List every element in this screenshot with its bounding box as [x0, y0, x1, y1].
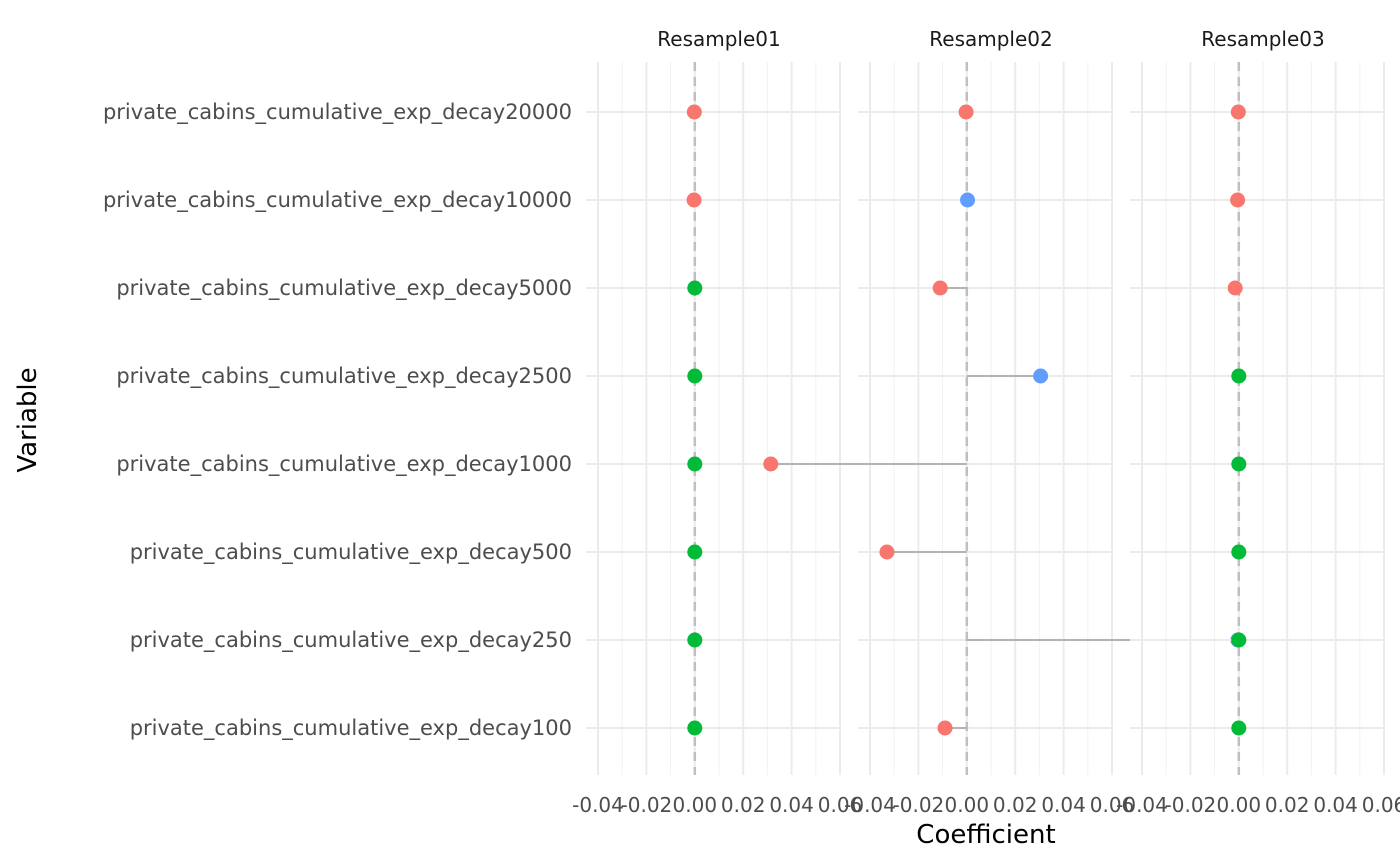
- data-point: [1227, 280, 1243, 296]
- x-tick-label: 0.02: [1265, 793, 1310, 817]
- facet-strip-label: Resample03: [1201, 27, 1324, 51]
- data-point: [1231, 720, 1247, 736]
- facet-panels: Resample01-0.04-0.02 0.00 0.02 0.04 0.06Resa…: [572, 27, 1400, 817]
- facet-strip-label: Resample02: [929, 27, 1052, 51]
- data-point: [1231, 544, 1247, 560]
- x-tick-label: 0.02: [993, 793, 1038, 817]
- y-axis-category-labels: private_cabins_cumulative_exp_decay20000…: [103, 100, 572, 741]
- x-tick-label: 0.04: [769, 793, 814, 817]
- x-tick-label: -0.02: [1165, 793, 1217, 817]
- x-tick-label: -0.04: [844, 793, 896, 817]
- data-point: [687, 280, 703, 296]
- data-point: [960, 192, 976, 208]
- x-tick-label: -0.02: [893, 793, 945, 817]
- x-tick-label: -0.04: [572, 793, 624, 817]
- data-point: [686, 192, 702, 208]
- y-tick-label: private_cabins_cumulative_exp_decay2500: [116, 364, 572, 389]
- data-point: [687, 368, 703, 384]
- x-tick-label: 0.00: [673, 793, 718, 817]
- x-tick-label: 0.06: [818, 793, 863, 817]
- data-point: [1231, 368, 1247, 384]
- y-tick-label: private_cabins_cumulative_exp_decay20000: [103, 100, 572, 125]
- facet-strip-label: Resample01: [657, 27, 780, 51]
- data-point: [932, 280, 948, 296]
- y-tick-label: private_cabins_cumulative_exp_decay250: [130, 628, 572, 653]
- data-point: [687, 632, 703, 648]
- data-point: [1231, 632, 1247, 648]
- y-axis-title: Variable: [13, 367, 43, 472]
- y-tick-label: private_cabins_cumulative_exp_decay500: [130, 540, 572, 565]
- x-tick-label: -0.02: [621, 793, 673, 817]
- y-tick-label: private_cabins_cumulative_exp_decay100: [130, 716, 572, 741]
- data-point: [1033, 368, 1049, 384]
- x-tick-label: 0.06: [1090, 793, 1135, 817]
- data-point: [1231, 456, 1247, 472]
- data-point: [1230, 104, 1246, 120]
- data-point: [958, 104, 974, 120]
- x-tick-label: 0.00: [945, 793, 990, 817]
- data-point: [879, 544, 895, 560]
- x-tick-label: 0.02: [721, 793, 766, 817]
- x-tick-label: 0.04: [1313, 793, 1358, 817]
- facet-panel: Resample03 -0.04-0.02 0.00 0.02 0.04 0.06: [1116, 27, 1400, 817]
- data-point: [763, 456, 779, 472]
- data-point: [687, 544, 703, 560]
- data-point: [687, 720, 703, 736]
- y-tick-label: private_cabins_cumulative_exp_decay10000: [103, 188, 572, 213]
- data-point: [686, 104, 702, 120]
- data-point: [937, 720, 953, 736]
- x-tick-label: 0.00: [1217, 793, 1262, 817]
- facet-panel: Resample02-0.04-0.02 0.00 0.02 0.04 0.06: [763, 27, 1246, 817]
- y-tick-label: private_cabins_cumulative_exp_decay1000: [116, 452, 572, 477]
- x-tick-label: -0.04: [1116, 793, 1168, 817]
- x-axis-title: Coefficient: [916, 820, 1055, 850]
- x-tick-label: 0.04: [1041, 793, 1086, 817]
- x-tick-label: 0.06: [1362, 793, 1400, 817]
- facet-panel: Resample01 -0.04-0.02 0.00 0.02 0.04 0.06: [572, 27, 862, 817]
- data-point: [687, 456, 703, 472]
- y-tick-label: private_cabins_cumulative_exp_decay5000: [116, 276, 572, 301]
- data-point: [1230, 192, 1246, 208]
